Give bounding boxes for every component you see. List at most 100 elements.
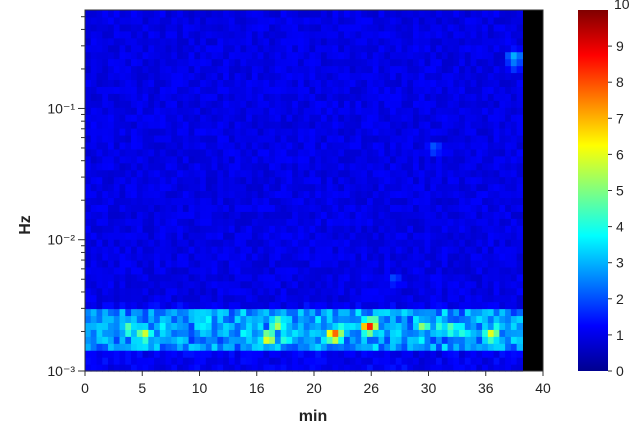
heatmap-cell — [113, 211, 121, 219]
heatmap-cell — [269, 128, 276, 136]
heatmap-cell — [211, 100, 218, 108]
heatmap-cell — [263, 155, 270, 164]
heatmap-cell — [436, 37, 443, 46]
heatmap-cell — [459, 121, 466, 129]
heatmap-cell — [280, 169, 288, 178]
heatmap-cell — [384, 93, 391, 101]
heatmap-cell — [200, 93, 207, 101]
heatmap-cell — [142, 225, 149, 233]
heatmap-cell — [113, 72, 121, 81]
heatmap-cell — [395, 343, 403, 351]
heatmap-cell — [303, 336, 311, 344]
heatmap-cell — [217, 252, 224, 261]
heatmap-cell — [297, 51, 305, 60]
heatmap-cell — [154, 294, 161, 303]
heatmap-cell — [171, 10, 178, 18]
heatmap-cell — [355, 246, 362, 254]
heatmap-cell — [257, 246, 265, 254]
heatmap-cell — [246, 266, 253, 275]
heatmap-cell — [326, 357, 334, 365]
heatmap-cell — [459, 301, 466, 310]
heatmap-cell — [487, 93, 495, 101]
heatmap-cell — [326, 37, 334, 46]
heatmap-cell — [349, 79, 357, 87]
heatmap-cell — [119, 10, 126, 18]
heatmap-cell — [384, 155, 391, 164]
heatmap-cell — [418, 357, 426, 365]
heatmap-cell — [464, 357, 472, 365]
heatmap-cell — [303, 30, 311, 39]
heatmap-cell — [85, 190, 92, 199]
heatmap-cell — [177, 128, 184, 136]
heatmap-cell — [171, 343, 178, 351]
heatmap-cell — [131, 134, 138, 143]
heatmap-cell — [136, 329, 144, 337]
heatmap-cell — [263, 79, 270, 87]
heatmap-cell — [274, 246, 282, 254]
heatmap-cell — [361, 350, 368, 358]
heatmap-cell — [516, 204, 523, 212]
heatmap-cell — [85, 308, 92, 317]
heatmap-cell — [159, 114, 167, 122]
heatmap-cell — [493, 79, 500, 87]
heatmap-cell — [159, 225, 167, 233]
heatmap-cell — [343, 37, 351, 46]
heatmap-cell — [516, 100, 523, 108]
heatmap-cell — [274, 58, 282, 67]
heatmap-cell — [274, 308, 282, 317]
heatmap-cell — [315, 197, 322, 205]
heatmap-cell — [154, 246, 161, 254]
heatmap-cell — [205, 252, 213, 261]
heatmap-cell — [234, 16, 241, 25]
heatmap-cell — [499, 266, 506, 275]
heatmap-cell — [470, 308, 477, 317]
heatmap-cell — [493, 315, 500, 323]
heatmap-cell — [211, 169, 218, 178]
heatmap-cell — [286, 10, 293, 18]
heatmap-cell — [499, 107, 506, 115]
heatmap-cell — [510, 364, 518, 372]
heatmap-cell — [361, 114, 368, 122]
heatmap-cell — [119, 336, 126, 344]
heatmap-cell — [96, 162, 103, 171]
heatmap-cell — [516, 336, 523, 344]
heatmap-cell — [257, 259, 265, 268]
heatmap-cell — [447, 204, 454, 212]
heatmap-cell — [303, 294, 311, 303]
heatmap-cell — [263, 23, 270, 32]
heatmap-cell — [378, 259, 385, 268]
heatmap-cell — [332, 128, 339, 136]
heatmap-cell — [182, 183, 190, 192]
heatmap-cell — [430, 44, 437, 53]
heatmap-cell — [332, 294, 339, 303]
heatmap-cell — [447, 134, 454, 143]
heatmap-cell — [96, 134, 103, 143]
heatmap-cell — [228, 86, 236, 94]
heatmap-cell — [297, 134, 305, 143]
heatmap-cell — [136, 190, 144, 199]
y-axis-title: Hz — [17, 215, 34, 235]
heatmap-cell — [85, 225, 92, 233]
heatmap-cell — [228, 58, 236, 67]
heatmap-cell — [320, 225, 328, 233]
heatmap-cell — [372, 148, 380, 157]
heatmap-cell — [493, 336, 500, 344]
heatmap-cell — [367, 322, 374, 330]
heatmap-cell — [148, 23, 155, 32]
heatmap-cell — [188, 266, 195, 275]
heatmap-cell — [200, 301, 207, 310]
heatmap-cell — [441, 10, 449, 18]
heatmap-cell — [257, 107, 265, 115]
heatmap-cell — [343, 141, 351, 150]
heatmap-cell — [338, 141, 345, 150]
heatmap-cell — [436, 114, 443, 122]
heatmap-cell — [286, 239, 293, 247]
heatmap-cell — [246, 336, 253, 344]
heatmap-cell — [424, 100, 431, 108]
heatmap-cell — [200, 246, 207, 254]
heatmap-cell — [142, 72, 149, 81]
heatmap-cell — [361, 176, 368, 185]
heatmap-cell — [441, 211, 449, 219]
heatmap-cell — [464, 23, 472, 32]
heatmap-cell — [131, 162, 138, 171]
